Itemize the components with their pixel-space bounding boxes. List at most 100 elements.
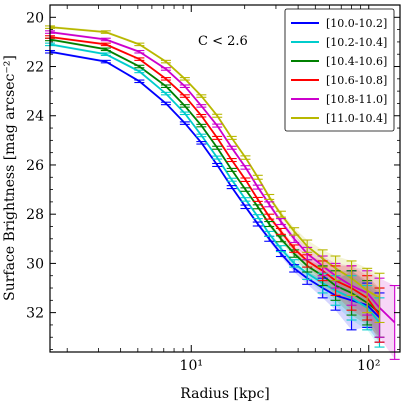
error-bar bbox=[264, 201, 275, 208]
error-bar bbox=[302, 239, 313, 253]
error-bar bbox=[160, 59, 171, 64]
error-bar bbox=[240, 165, 251, 170]
error-bar bbox=[240, 177, 251, 183]
error-band-2 bbox=[50, 38, 380, 338]
legend-label: [11.0-10.4] bbox=[326, 112, 387, 125]
y-tick-label: 30 bbox=[26, 256, 44, 272]
error-bar bbox=[134, 42, 145, 47]
series-line-4 bbox=[49, 31, 396, 324]
x-axis-label: Radius [kpc] bbox=[180, 386, 270, 402]
error-bar bbox=[346, 260, 357, 296]
error-bar bbox=[160, 101, 171, 106]
error-bar bbox=[289, 259, 300, 268]
error-bar bbox=[252, 196, 263, 202]
legend-label: [10.4-10.6] bbox=[326, 55, 387, 68]
error-bar bbox=[289, 244, 300, 253]
y-tick-label: 32 bbox=[26, 306, 44, 322]
error-bar bbox=[179, 84, 190, 88]
error-bar bbox=[226, 145, 237, 150]
error-bar bbox=[264, 193, 275, 200]
error-bar bbox=[134, 49, 145, 54]
y-tick-label: 24 bbox=[26, 109, 44, 125]
error-bar bbox=[160, 84, 171, 88]
error-bar bbox=[275, 218, 286, 226]
error-bar bbox=[374, 272, 385, 324]
error-bar bbox=[179, 121, 190, 125]
error-bar bbox=[100, 47, 111, 52]
error-bar bbox=[100, 30, 111, 34]
y-tick-label: 26 bbox=[26, 158, 44, 174]
error-bar bbox=[226, 185, 237, 190]
error-bar bbox=[330, 255, 341, 282]
error-bar bbox=[275, 235, 286, 243]
y-tick-label: 22 bbox=[26, 60, 44, 76]
error-bar bbox=[226, 158, 237, 163]
error-bar bbox=[134, 69, 145, 74]
legend-label: [10.0-10.2] bbox=[326, 17, 387, 30]
error-bar bbox=[212, 113, 223, 118]
error-bar bbox=[264, 230, 275, 237]
error-bar bbox=[317, 249, 328, 268]
error-bar bbox=[212, 123, 223, 128]
error-bar bbox=[252, 221, 263, 227]
error-bar bbox=[160, 67, 171, 71]
error-bar bbox=[240, 204, 251, 210]
error-bar bbox=[252, 204, 263, 210]
error-bar bbox=[196, 113, 207, 118]
error-bar bbox=[252, 214, 263, 220]
error-bar bbox=[240, 187, 251, 192]
error-bar bbox=[212, 145, 223, 150]
error-bar bbox=[389, 285, 400, 360]
legend-label: [10.6-10.8] bbox=[326, 74, 387, 87]
error-bar bbox=[264, 221, 275, 228]
error-bar bbox=[275, 227, 286, 235]
error-bands bbox=[50, 25, 395, 360]
error-bar bbox=[252, 174, 263, 180]
error-bar bbox=[240, 197, 251, 202]
error-bar bbox=[196, 141, 207, 145]
error-bar bbox=[179, 104, 190, 108]
error-bar bbox=[100, 59, 111, 64]
error-bar bbox=[100, 52, 111, 57]
error-bar bbox=[264, 213, 275, 220]
plot-frame bbox=[49, 4, 401, 353]
legend-label: [10.2-10.4] bbox=[326, 36, 387, 49]
error-bar bbox=[212, 155, 223, 160]
error-bar bbox=[179, 77, 190, 81]
error-bar bbox=[160, 77, 171, 81]
error-bar bbox=[240, 155, 251, 160]
error-bar bbox=[134, 64, 145, 69]
error-bar bbox=[275, 210, 286, 218]
error-band-0 bbox=[50, 50, 380, 343]
error-bar bbox=[179, 111, 190, 116]
error-bar bbox=[212, 162, 223, 167]
error-bar bbox=[226, 167, 237, 172]
error-bar bbox=[196, 94, 207, 98]
legend-box bbox=[284, 8, 395, 132]
error-bar bbox=[212, 135, 223, 140]
error-bar bbox=[100, 37, 111, 42]
axis-ticks: 20 22 24 26 28 30 32 10¹ 10² bbox=[26, 4, 400, 374]
annotation: C < 2.6 bbox=[198, 34, 248, 49]
error-bar bbox=[196, 133, 207, 138]
error-bar bbox=[160, 91, 171, 96]
y-tick-label: 28 bbox=[26, 207, 44, 223]
legend: [10.0-10.2] [10.2-10.4] [10.4-10.6] [10.6-1… bbox=[284, 8, 395, 132]
legend-label: [10.8-11.0] bbox=[326, 93, 387, 106]
error-bar bbox=[134, 57, 145, 61]
x-tick-label: 10² bbox=[357, 358, 380, 374]
error-bar bbox=[362, 267, 373, 314]
x-tick-label: 10¹ bbox=[180, 358, 203, 374]
y-tick-label: 20 bbox=[26, 10, 44, 26]
error-bar bbox=[226, 135, 237, 140]
error-bar bbox=[289, 227, 300, 236]
error-bar bbox=[179, 94, 190, 98]
error-bar bbox=[252, 184, 263, 190]
error-bar bbox=[275, 245, 286, 253]
error-bar bbox=[196, 104, 207, 108]
error-bar bbox=[134, 79, 145, 84]
error-bar bbox=[196, 123, 207, 128]
error-bar bbox=[226, 177, 237, 182]
error-bar bbox=[100, 42, 111, 47]
